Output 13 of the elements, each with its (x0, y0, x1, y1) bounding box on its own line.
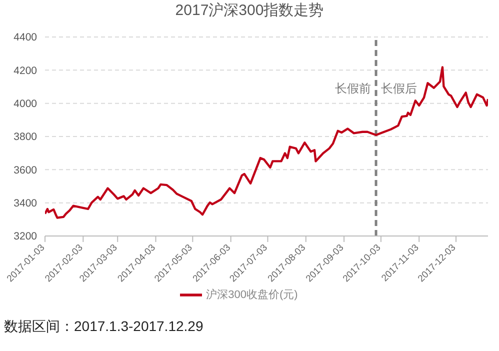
y-tick-label: 3400 (14, 198, 38, 210)
annotation: 长假后 (381, 82, 418, 96)
y-tick-label: 3800 (14, 131, 38, 144)
legend-label: 沪深300收盘价(元) (206, 288, 298, 301)
y-tick-label: 3600 (14, 164, 38, 176)
text: 数据区间：2017.1.3-2017.12.29 (3, 318, 204, 336)
annotation: 长假前 (335, 82, 372, 96)
y-tick-label: 4000 (14, 98, 38, 110)
chart-title: 2017沪深300指数走势 (174, 1, 325, 21)
y-tick-label: 3200 (14, 230, 38, 243)
y-tick-label: 4200 (14, 64, 38, 77)
y-tick-label: 4400 (14, 32, 38, 44)
line-series (45, 66, 488, 219)
